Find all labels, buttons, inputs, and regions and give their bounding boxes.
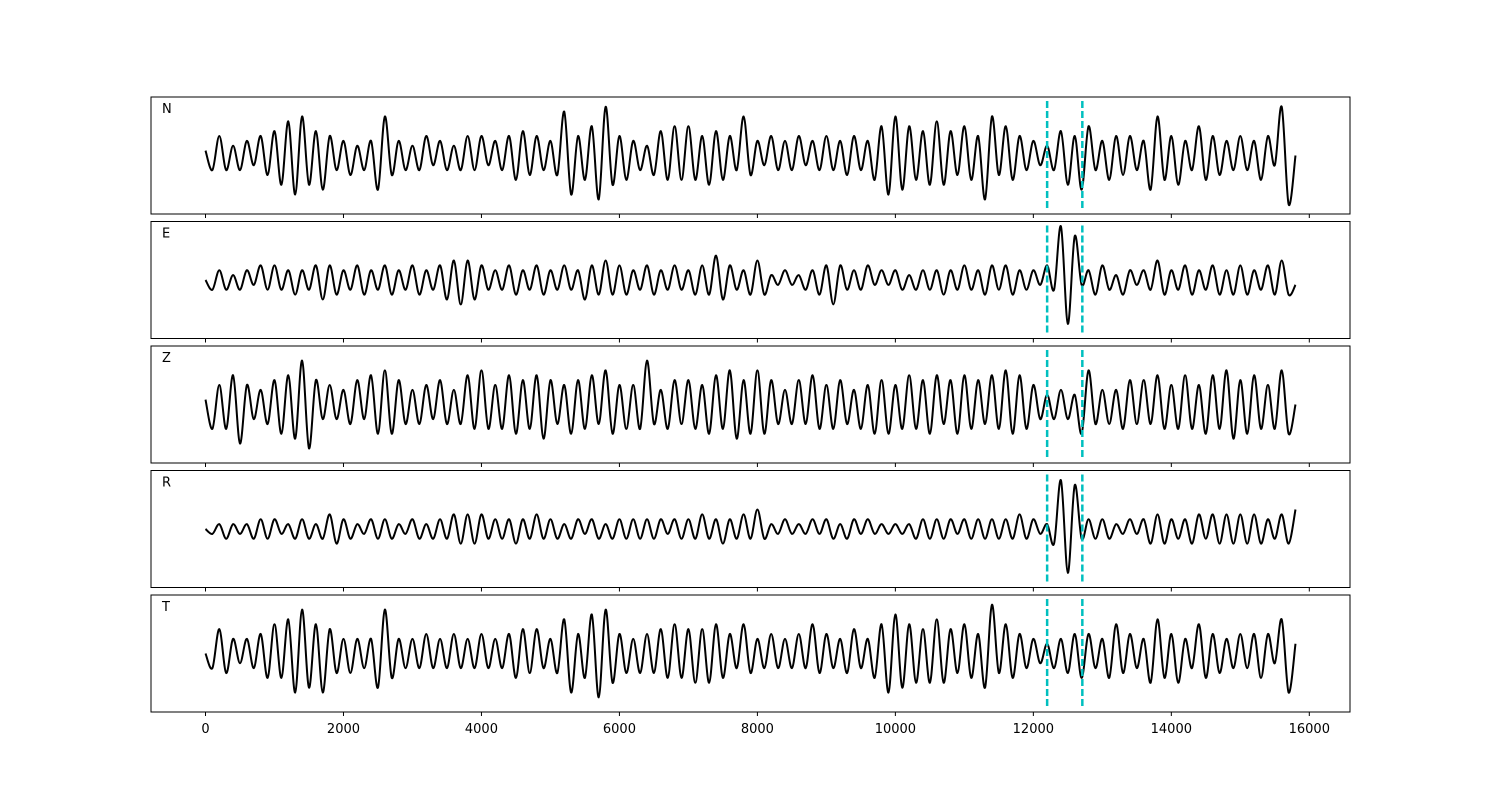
panel: N — [150, 96, 1351, 218]
x-tick-label: 12000 — [1013, 722, 1054, 737]
panel-label: Z — [162, 351, 171, 366]
waveform — [204, 603, 1297, 699]
waveform — [204, 359, 1297, 450]
x-tick-label: 6000 — [603, 722, 636, 737]
x-tick-label: 4000 — [465, 722, 498, 737]
axes-frame — [150, 470, 1351, 588]
panel-label: N — [162, 102, 172, 117]
panel: R — [150, 470, 1351, 592]
waveform — [204, 105, 1297, 206]
x-tick-label: 0 — [201, 722, 209, 737]
waveform — [204, 479, 1297, 574]
axes-frame — [150, 96, 1351, 215]
panel-label: T — [161, 600, 170, 615]
x-tick-label: 16000 — [1289, 722, 1330, 737]
x-tick-label: 8000 — [741, 722, 774, 737]
axes-frame — [150, 221, 1351, 339]
panel: 0 2000 4000 6000 8000 10000 12000 14000 16000 T — [150, 594, 1351, 737]
waveform — [204, 225, 1297, 325]
panel: E — [150, 221, 1351, 343]
axes-frame — [150, 594, 1351, 713]
x-tick-label: 14000 — [1151, 722, 1192, 737]
panel: Z — [150, 345, 1351, 467]
x-tick-label: 2000 — [327, 722, 360, 737]
x-tick-label: 10000 — [875, 722, 916, 737]
panel-label: R — [162, 476, 171, 491]
axes-frame — [150, 345, 1351, 464]
panel-label: E — [162, 227, 170, 242]
